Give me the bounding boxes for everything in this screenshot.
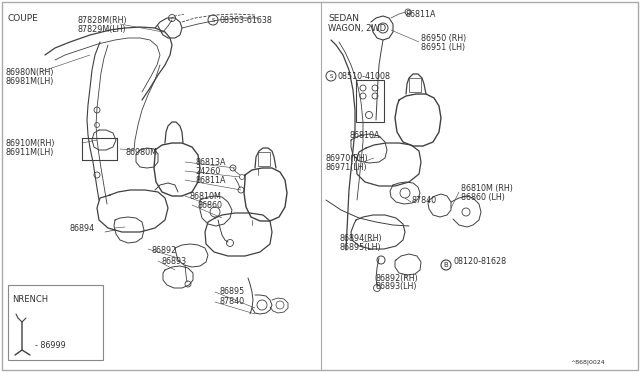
Text: NRENCH: NRENCH xyxy=(12,295,48,305)
Text: 08120-81628: 08120-81628 xyxy=(453,257,506,266)
Text: 86980M: 86980M xyxy=(126,148,158,157)
Text: 86893: 86893 xyxy=(162,257,187,266)
Text: 08510-41008: 08510-41008 xyxy=(338,71,391,80)
Text: 86811A: 86811A xyxy=(406,10,436,19)
Text: 86892(RH): 86892(RH) xyxy=(376,273,419,282)
Text: 86971(LH): 86971(LH) xyxy=(326,163,367,171)
Text: COUPE: COUPE xyxy=(8,13,39,22)
Text: 87840: 87840 xyxy=(220,298,245,307)
Text: WAGON, 2WD: WAGON, 2WD xyxy=(328,23,386,32)
Text: 87829M(LH): 87829M(LH) xyxy=(77,25,125,33)
Text: 86911M(LH): 86911M(LH) xyxy=(5,148,53,157)
Text: 86810A: 86810A xyxy=(349,131,380,140)
Text: 86951 (LH): 86951 (LH) xyxy=(421,42,465,51)
Text: B: B xyxy=(444,262,449,268)
Text: 86970(RH): 86970(RH) xyxy=(326,154,369,163)
Text: 86910M(RH): 86910M(RH) xyxy=(5,138,54,148)
Text: 86893(LH): 86893(LH) xyxy=(376,282,417,292)
Text: 86810M: 86810M xyxy=(190,192,222,201)
Bar xyxy=(8,285,103,360)
Text: 86892: 86892 xyxy=(152,246,177,254)
Text: 87828M(RH): 87828M(RH) xyxy=(77,16,127,25)
Text: 24260: 24260 xyxy=(195,167,220,176)
Bar xyxy=(356,80,384,122)
Text: 08363-61638: 08363-61638 xyxy=(220,16,273,25)
Text: 86980N(RH): 86980N(RH) xyxy=(5,67,54,77)
Text: 87840: 87840 xyxy=(411,196,436,205)
Text: 86981M(LH): 86981M(LH) xyxy=(5,77,53,86)
Text: S: S xyxy=(329,74,333,78)
Text: SEDAN: SEDAN xyxy=(328,13,359,22)
Text: 86894: 86894 xyxy=(70,224,95,232)
Text: 86894(RH): 86894(RH) xyxy=(339,234,381,243)
Text: 86860 (LH): 86860 (LH) xyxy=(461,192,505,202)
Text: 86895(LH): 86895(LH) xyxy=(339,243,381,251)
Text: - 86999: - 86999 xyxy=(35,340,66,350)
Bar xyxy=(82,138,117,160)
Bar xyxy=(258,152,270,166)
Text: ^868|0024: ^868|0024 xyxy=(570,359,605,365)
Text: 86810M (RH): 86810M (RH) xyxy=(461,183,513,192)
Text: 86895: 86895 xyxy=(220,288,245,296)
Text: 86950 (RH): 86950 (RH) xyxy=(421,33,467,42)
Text: 86811A: 86811A xyxy=(195,176,225,185)
Text: 86813A: 86813A xyxy=(195,157,225,167)
Text: 86860: 86860 xyxy=(197,201,222,209)
Bar xyxy=(409,78,421,92)
Text: S: S xyxy=(211,17,215,22)
